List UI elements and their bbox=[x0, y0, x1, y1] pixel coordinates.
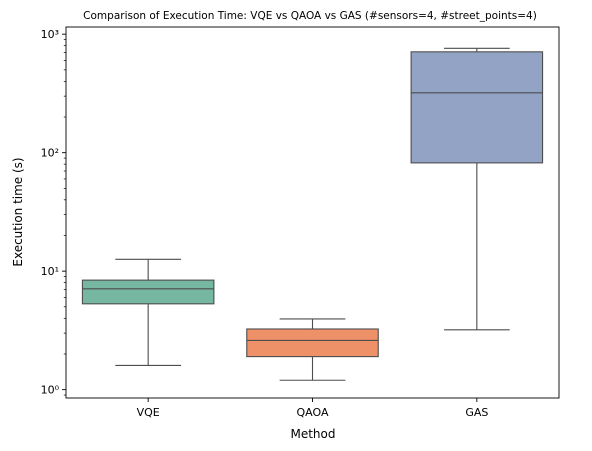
chart-title: Comparison of Execution Time: VQE vs QAO… bbox=[83, 10, 537, 22]
y-axis-label: Execution time (s) bbox=[11, 157, 25, 266]
x-tick-label-gas: GAS bbox=[465, 406, 488, 419]
y-tick-label: 10² bbox=[41, 147, 59, 160]
box-vqe bbox=[81, 279, 215, 305]
x-axis-label: Method bbox=[290, 427, 335, 441]
box-gas bbox=[410, 51, 544, 164]
y-tick-label: 10¹ bbox=[41, 265, 59, 278]
y-tick-label: 10⁰ bbox=[41, 384, 60, 397]
plot-area: 10⁰ 10¹ 10² 10³ VQE QAOA GAS bbox=[41, 26, 560, 419]
box-qaoa bbox=[246, 328, 379, 358]
x-tick-label-vqe: VQE bbox=[137, 406, 160, 419]
x-tick-label-qaoa: QAOA bbox=[297, 406, 329, 419]
y-tick-label: 10³ bbox=[41, 28, 59, 41]
